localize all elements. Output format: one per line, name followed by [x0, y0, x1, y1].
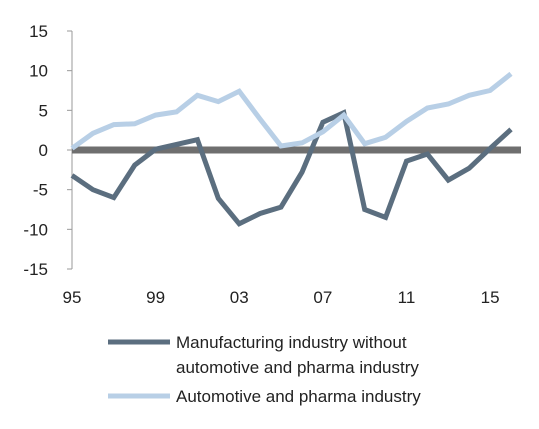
legend: Manufacturing industry without automotive… — [108, 333, 421, 406]
x-tick-label: 99 — [146, 288, 165, 307]
legend-label: automotive and pharma industry — [176, 358, 419, 377]
x-tick-label: 95 — [63, 288, 82, 307]
legend-label: Automotive and pharma industry — [176, 387, 421, 406]
series-line-manufacturing — [70, 109, 513, 227]
x-tick-label: 03 — [230, 288, 249, 307]
y-tick-label: -10 — [23, 220, 48, 239]
y-tick-label: 10 — [29, 62, 48, 81]
x-tick-label: 15 — [481, 288, 500, 307]
series-line-automotive-pharma — [70, 71, 513, 151]
x-tick-label: 07 — [313, 288, 332, 307]
plot-area: 15 10 5 0 -5 -10 -15 95 99 03 07 11 15 — [23, 22, 521, 307]
x-tick-label: 11 — [398, 288, 416, 307]
legend-label: Manufacturing industry without — [176, 333, 407, 352]
y-tick-label: -15 — [23, 260, 48, 279]
y-tick-label: -5 — [33, 181, 48, 200]
y-tick-label: 15 — [29, 22, 48, 41]
y-tick-label: 5 — [39, 101, 48, 120]
y-tick-label: 0 — [39, 141, 48, 160]
